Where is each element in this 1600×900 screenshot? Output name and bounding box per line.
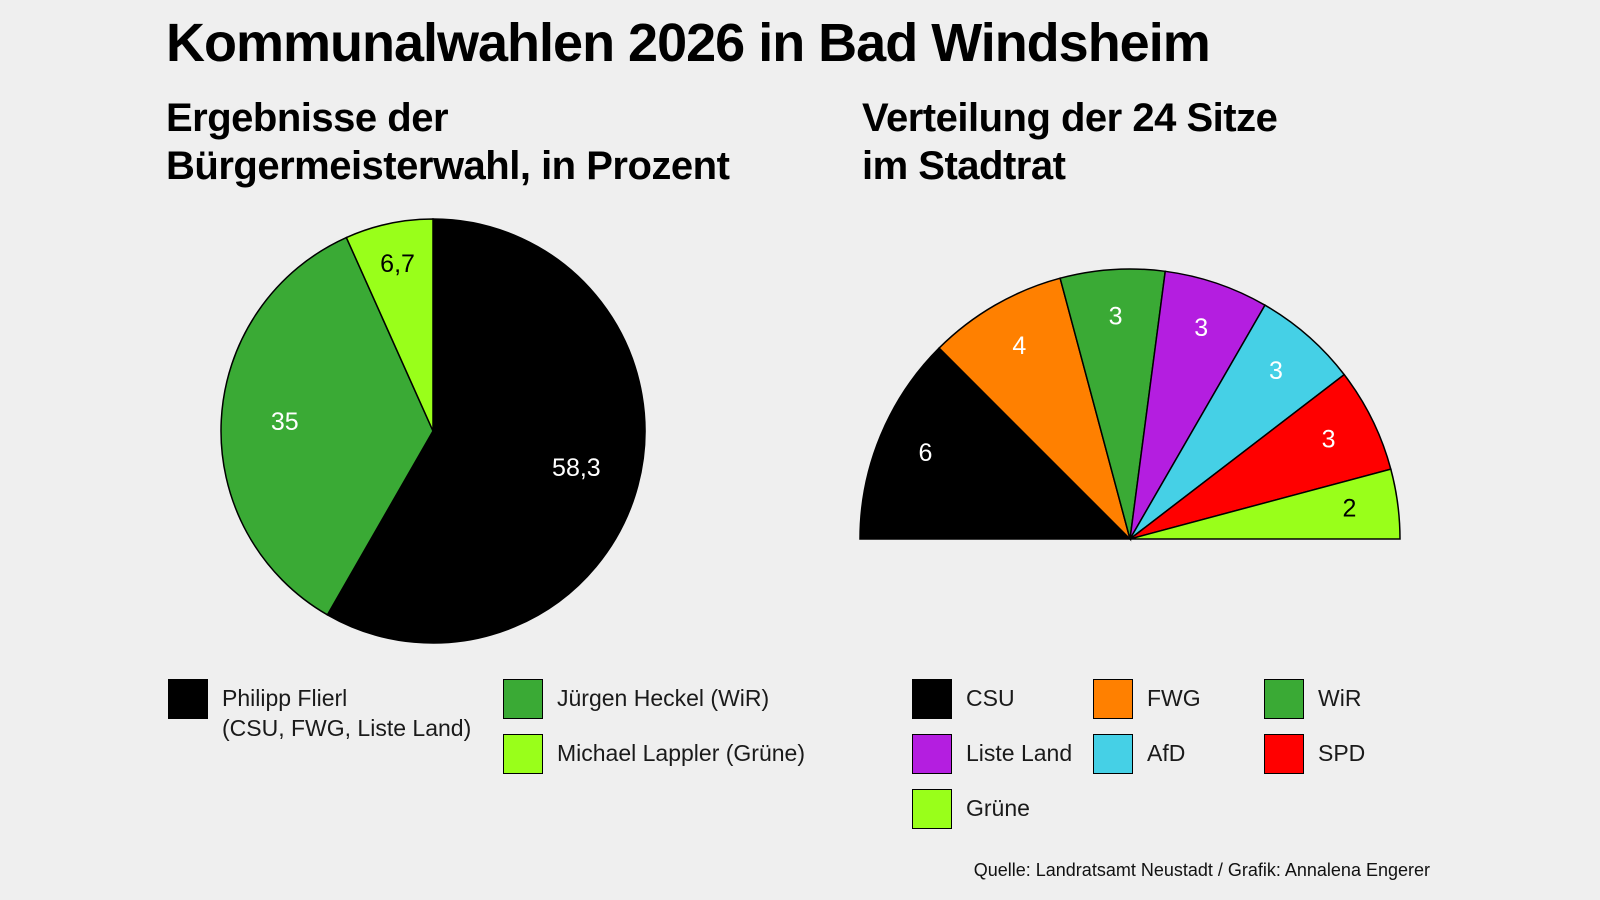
seat-segment — [938, 277, 1132, 542]
chart-subtitle: Ergebnisse der Bürgermeisterwahl, in Pro… — [166, 96, 730, 188]
legend-swatch — [503, 679, 543, 719]
legend-swatch — [1093, 734, 1133, 774]
data-label: 3 — [1269, 357, 1283, 385]
legend-swatch — [168, 679, 208, 719]
legend-swatch — [1264, 734, 1304, 774]
legend-label: SPD — [1318, 740, 1366, 766]
legend-label: Liste Land — [966, 740, 1073, 766]
data-label: 6 — [918, 439, 932, 467]
chart-subtitle: Verteilung der 24 Sitze im Stadtrat — [862, 96, 1278, 188]
legend-label: AfD — [1147, 740, 1186, 766]
seat-segment — [1129, 468, 1401, 540]
legend-swatch — [503, 734, 543, 774]
legend-label: CSU — [966, 685, 1015, 711]
legend-swatch — [1264, 679, 1304, 719]
pie-slice — [345, 218, 434, 432]
legend-label: Grüne — [966, 795, 1030, 821]
pie-slice — [220, 236, 434, 616]
data-label: 58,3 — [552, 454, 601, 482]
legend-label: Michael Lappler (Grüne) — [557, 740, 806, 766]
data-label: 4 — [1012, 332, 1026, 360]
legend-label: Philipp Flierl (CSU, FWG, Liste Land) — [222, 685, 472, 741]
pie-slice — [326, 218, 646, 644]
seat-segment — [859, 347, 1132, 540]
legend-label: Jürgen Heckel (WiR) — [557, 685, 770, 711]
source: Quelle: Landratsamt Neustadt / Grafik: A… — [973, 860, 1430, 880]
main-title: Kommunalwahlen 2026 in Bad Windsheim — [166, 13, 1211, 73]
legend-label: FWG — [1147, 685, 1201, 711]
legend-swatch — [912, 734, 952, 774]
data-label: 3 — [1322, 426, 1336, 454]
data-label: 6,7 — [380, 250, 415, 278]
legend-label: WiR — [1318, 685, 1362, 711]
legend-swatch — [912, 679, 952, 719]
legend-swatch — [912, 789, 952, 829]
data-label: 2 — [1343, 495, 1357, 523]
data-label: 3 — [1109, 303, 1123, 331]
legend-swatch — [1093, 679, 1133, 719]
data-label: 3 — [1194, 314, 1208, 342]
data-label: 35 — [271, 408, 299, 436]
